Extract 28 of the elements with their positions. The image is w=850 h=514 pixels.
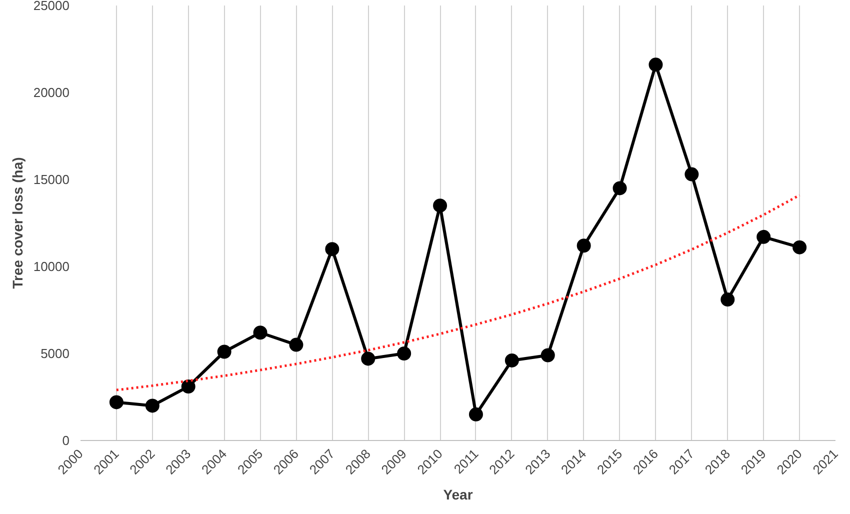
point	[145, 398, 160, 413]
x-axis-title: Year	[443, 486, 474, 502]
point	[792, 240, 807, 254]
point	[756, 230, 771, 244]
y-tick-label: 5000	[40, 346, 70, 361]
point	[540, 348, 555, 362]
point	[720, 292, 735, 307]
point	[684, 167, 699, 182]
point	[181, 380, 196, 394]
point	[289, 338, 304, 352]
y-tick-label: 15000	[33, 172, 70, 187]
y-tick-label: 10000	[33, 259, 70, 274]
point	[397, 346, 412, 360]
point	[325, 242, 340, 256]
y-axis-title: Tree cover loss (ha)	[9, 157, 26, 289]
point	[504, 353, 519, 368]
point	[612, 181, 627, 196]
point	[361, 352, 376, 366]
point	[253, 326, 268, 340]
point	[217, 344, 232, 359]
y-tick-label: 20000	[33, 85, 70, 100]
point	[433, 198, 448, 213]
y-tick-label: 25000	[33, 0, 70, 13]
point	[109, 395, 124, 410]
point	[576, 238, 591, 253]
point	[648, 58, 663, 72]
point	[468, 407, 483, 422]
y-tick-label: 0	[62, 433, 70, 448]
